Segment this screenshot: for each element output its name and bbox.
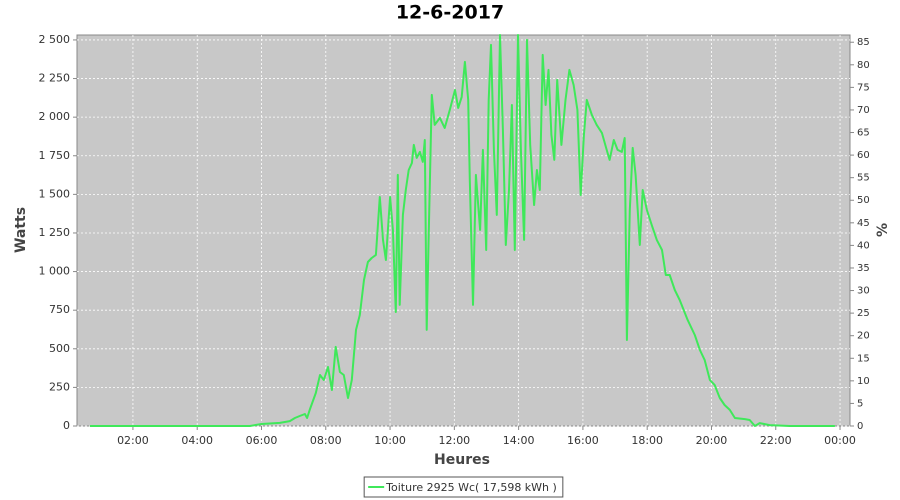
x-tick-label: 04:00 (181, 434, 213, 447)
x-tick-label: 00:00 (824, 434, 856, 447)
x-tick-label: 06:00 (246, 434, 278, 447)
y-tick-label: 500 (49, 342, 70, 355)
y2-tick-label: 70 (857, 105, 870, 116)
y2-tick-label: 10 (857, 376, 870, 387)
y2-tick-label: 35 (857, 263, 870, 274)
y2-tick-label: 15 (857, 353, 870, 364)
y2-tick-label: 75 (857, 82, 870, 93)
y2-tick-label: 25 (857, 308, 870, 319)
y2-tick-label: 65 (857, 128, 870, 139)
y2-tick-label: 5 (857, 398, 863, 409)
y2-tick-label: 50 (857, 195, 870, 206)
x-tick-label: 22:00 (760, 434, 792, 447)
x-tick-label: 16:00 (567, 434, 599, 447)
legend: Toiture 2925 Wc( 17,598 kWh ) (363, 476, 564, 498)
x-tick-label: 02:00 (117, 434, 149, 447)
y2-tick-label: 30 (857, 286, 870, 297)
x-axis-title: Heures (434, 452, 490, 468)
y-tick-label: 0 (63, 419, 70, 432)
x-tick-label: 08:00 (310, 434, 342, 447)
y-tick-label: 750 (49, 303, 70, 316)
x-tick-label: 14:00 (503, 434, 535, 447)
y-tick-label: 1 750 (39, 149, 71, 162)
chart-title: 12-6-2017 (396, 2, 504, 24)
y-tick-label: 2 000 (39, 110, 71, 123)
y2-axis-title: % (875, 223, 891, 237)
y-tick-label: 250 (49, 380, 70, 393)
y2-tick-label: 20 (857, 331, 870, 342)
y2-tick-label: 85 (857, 37, 870, 48)
y-tick-label: 1 500 (39, 187, 71, 200)
x-tick-label: 20:00 (696, 434, 728, 447)
data-line (89, 34, 835, 427)
x-tick-label: 10:00 (374, 434, 406, 447)
y2-tick-label: 80 (857, 60, 870, 71)
legend-box (363, 476, 564, 498)
y-axis-title: Watts (13, 207, 29, 253)
plot-background (76, 34, 851, 427)
legend-label: Toiture 2925 Wc( 17,598 kWh ) (385, 481, 557, 494)
x-tick-label: 12:00 (438, 434, 470, 447)
y-tick-label: 2 500 (39, 33, 71, 46)
y-tick-label: 2 250 (39, 72, 71, 85)
y-tick-label: 1 000 (39, 265, 71, 278)
y2-tick-label: 60 (857, 150, 870, 161)
y-tick-label: 1 250 (39, 226, 71, 239)
x-tick-label: 18:00 (631, 434, 663, 447)
y2-tick-label: 55 (857, 173, 870, 184)
y2-tick-label: 40 (857, 240, 870, 251)
y2-tick-label: 45 (857, 218, 870, 229)
y2-tick-label: 0 (857, 421, 863, 432)
